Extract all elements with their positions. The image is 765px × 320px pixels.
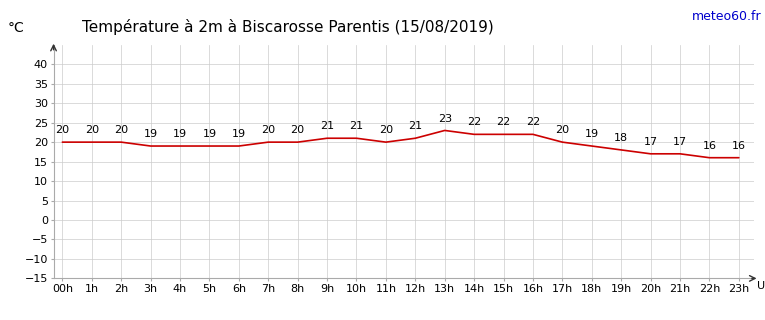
Text: 19: 19 bbox=[203, 129, 216, 139]
Text: 17: 17 bbox=[673, 137, 687, 147]
Text: 20: 20 bbox=[291, 125, 304, 135]
Text: 16: 16 bbox=[702, 141, 716, 151]
Text: 20: 20 bbox=[85, 125, 99, 135]
Text: 19: 19 bbox=[173, 129, 187, 139]
Text: 19: 19 bbox=[584, 129, 599, 139]
Text: 18: 18 bbox=[614, 133, 628, 143]
Text: 20: 20 bbox=[114, 125, 129, 135]
Text: 21: 21 bbox=[320, 121, 334, 131]
Text: 16: 16 bbox=[732, 141, 746, 151]
Text: 19: 19 bbox=[144, 129, 158, 139]
Text: 22: 22 bbox=[496, 117, 511, 127]
Text: 20: 20 bbox=[261, 125, 275, 135]
Text: Température à 2m à Biscarosse Parentis (15/08/2019): Température à 2m à Biscarosse Parentis (… bbox=[82, 20, 493, 36]
Text: 20: 20 bbox=[379, 125, 393, 135]
Text: 21: 21 bbox=[409, 121, 422, 131]
Text: 22: 22 bbox=[526, 117, 540, 127]
Text: 19: 19 bbox=[232, 129, 246, 139]
Text: UTC: UTC bbox=[757, 281, 765, 291]
Text: 20: 20 bbox=[55, 125, 70, 135]
Text: 17: 17 bbox=[643, 137, 658, 147]
Text: 23: 23 bbox=[438, 114, 452, 124]
Text: 20: 20 bbox=[555, 125, 569, 135]
Text: 22: 22 bbox=[467, 117, 481, 127]
Text: 21: 21 bbox=[350, 121, 363, 131]
Text: meteo60.fr: meteo60.fr bbox=[692, 10, 761, 23]
Text: °C: °C bbox=[8, 21, 24, 36]
